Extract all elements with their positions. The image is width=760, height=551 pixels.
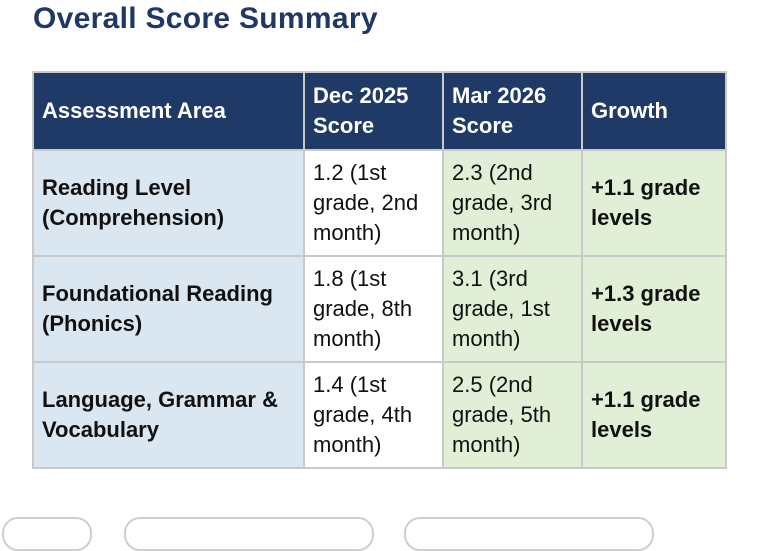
header-growth: Growth bbox=[581, 71, 727, 151]
dec-score-cell: 1.2 (1st grade, 2nd month) bbox=[303, 149, 444, 257]
table-row: Language, Grammar & Vocabulary 1.4 (1st … bbox=[32, 361, 727, 469]
mar-score-cell: 3.1 (3rd grade, 1st month) bbox=[442, 255, 583, 363]
growth-cell: +1.1 grade levels bbox=[581, 361, 727, 469]
dec-score-cell: 1.4 (1st grade, 4th month) bbox=[303, 361, 444, 469]
area-cell: Foundational Reading (Phonics) bbox=[32, 255, 305, 363]
growth-cell: +1.1 grade levels bbox=[581, 149, 727, 257]
bottom-control-2[interactable] bbox=[124, 517, 374, 551]
page-title: Overall Score Summary bbox=[33, 2, 378, 35]
header-mar-2026-score: Mar 2026 Score bbox=[442, 71, 583, 151]
growth-cell: +1.3 grade levels bbox=[581, 255, 727, 363]
mar-score-cell: 2.5 (2nd grade, 5th month) bbox=[442, 361, 583, 469]
header-dec-2025-score: Dec 2025 Score bbox=[303, 71, 444, 151]
bottom-control-1[interactable] bbox=[2, 517, 92, 551]
header-assessment-area: Assessment Area bbox=[32, 71, 305, 151]
dec-score-cell: 1.8 (1st grade, 8th month) bbox=[303, 255, 444, 363]
area-cell: Language, Grammar & Vocabulary bbox=[32, 361, 305, 469]
table-row: Reading Level (Comprehension) 1.2 (1st g… bbox=[32, 149, 727, 257]
table-header-row: Assessment Area Dec 2025 Score Mar 2026 … bbox=[32, 71, 727, 151]
mar-score-cell: 2.3 (2nd grade, 3rd month) bbox=[442, 149, 583, 257]
score-summary-table: Assessment Area Dec 2025 Score Mar 2026 … bbox=[32, 71, 727, 469]
area-cell: Reading Level (Comprehension) bbox=[32, 149, 305, 257]
bottom-control-3[interactable] bbox=[404, 517, 654, 551]
table-row: Foundational Reading (Phonics) 1.8 (1st … bbox=[32, 255, 727, 363]
